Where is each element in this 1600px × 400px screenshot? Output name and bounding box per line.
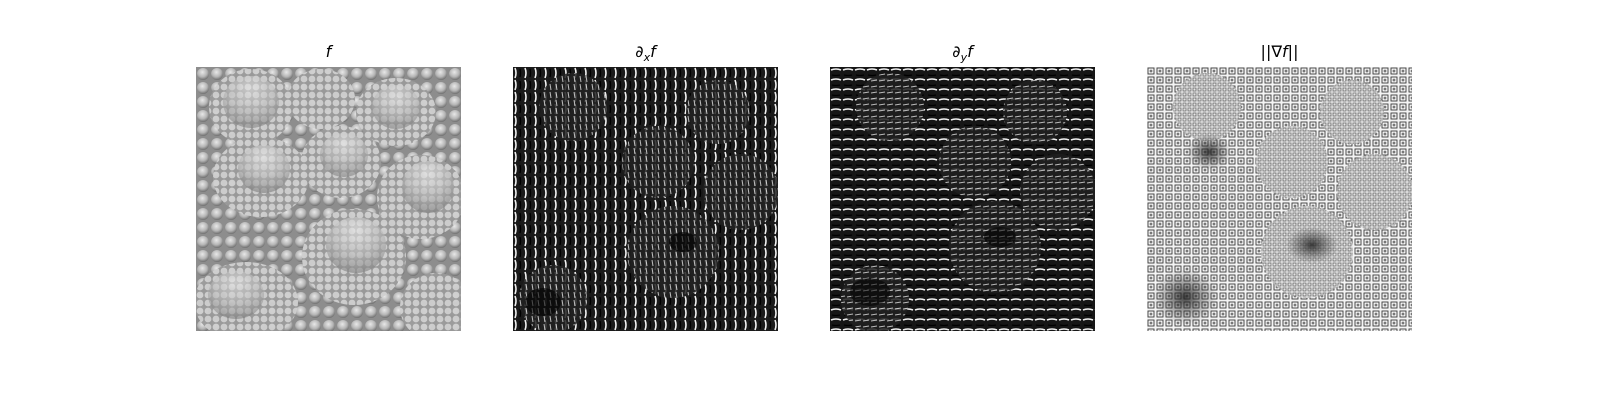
original-grayscale-image <box>196 67 461 331</box>
panel-x-derivative: ∂xf <box>513 0 793 400</box>
panel-title-gradient: ||∇f|| <box>1260 42 1299 61</box>
panel-title-dx: ∂xf <box>635 42 656 65</box>
y-derivative-image <box>830 67 1095 331</box>
y-derivative-edge-map <box>830 67 1095 331</box>
panel-original: f <box>196 0 476 400</box>
romanesco-image <box>196 67 461 331</box>
panel-gradient-magnitude: ||∇f|| <box>1147 0 1427 400</box>
x-derivative-edge-map <box>513 67 778 331</box>
gradient-magnitude-image <box>1147 67 1412 331</box>
panel-title-dy: ∂yf <box>952 42 973 65</box>
x-derivative-image <box>513 67 778 331</box>
gradient-magnitude-map <box>1147 67 1412 331</box>
panel-title-f: f <box>325 42 332 61</box>
panel-y-derivative: ∂yf <box>830 0 1110 400</box>
